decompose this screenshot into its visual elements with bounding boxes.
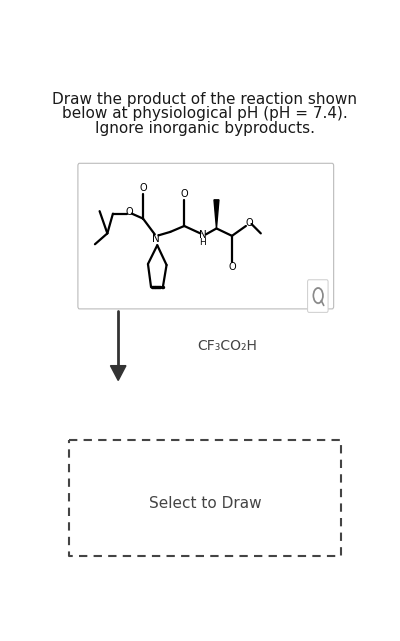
Text: N: N xyxy=(199,230,207,240)
FancyBboxPatch shape xyxy=(78,163,334,309)
Text: CF₃CO₂H: CF₃CO₂H xyxy=(197,339,257,353)
Text: H: H xyxy=(200,238,206,247)
FancyBboxPatch shape xyxy=(308,279,328,312)
Text: O: O xyxy=(126,207,133,217)
Text: O: O xyxy=(228,262,236,272)
Text: Select to Draw: Select to Draw xyxy=(149,496,261,511)
Text: below at physiological pH (pH = 7.4).: below at physiological pH (pH = 7.4). xyxy=(62,106,348,121)
Text: O: O xyxy=(139,183,147,193)
Text: N: N xyxy=(152,235,159,244)
Text: O: O xyxy=(180,189,188,199)
Text: Ignore inorganic byproducts.: Ignore inorganic byproducts. xyxy=(95,121,315,137)
Polygon shape xyxy=(110,365,126,381)
Polygon shape xyxy=(214,200,219,228)
Text: Draw the product of the reaction shown: Draw the product of the reaction shown xyxy=(52,92,358,106)
Text: O: O xyxy=(245,218,253,228)
